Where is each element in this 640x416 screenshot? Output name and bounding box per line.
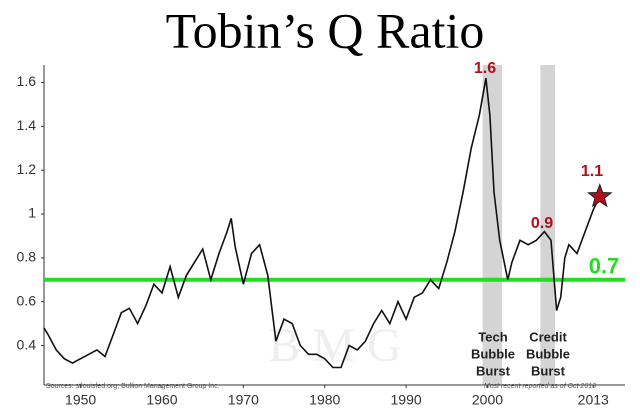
annotation: Bubble — [526, 346, 570, 361]
reference-label: 0.7 — [589, 254, 620, 279]
y-tick-label: 1.2 — [17, 161, 37, 177]
annotation: Tech — [478, 329, 507, 344]
y-tick-label: 0.4 — [17, 336, 37, 352]
annotation: Burst — [531, 363, 566, 378]
chart-title: Tobin’s Q Ratio — [166, 2, 485, 58]
x-tick-label: 1970 — [228, 392, 259, 408]
star-marker — [587, 183, 613, 208]
shaded-period — [540, 65, 556, 385]
x-tick-label: 1980 — [309, 392, 340, 408]
series-line — [43, 78, 601, 369]
x-tick-label: 1990 — [391, 392, 422, 408]
x-tick-label: 1960 — [146, 392, 177, 408]
annotation: 1.1 — [581, 163, 603, 180]
annotation: Burst — [476, 363, 511, 378]
y-tick-label: 0.6 — [17, 292, 37, 308]
x-tick-label: 1950 — [65, 392, 96, 408]
source: Sources: stlouisfed.org; Bullion Managem… — [46, 383, 220, 390]
note: Most recent reported as of Oct 2013 — [484, 383, 596, 390]
y-tick-label: 0.8 — [17, 249, 37, 265]
y-tick-label: 1.6 — [17, 73, 37, 89]
annotation: Credit — [529, 329, 567, 344]
annotation: Bubble — [471, 346, 515, 361]
annotation: 0.9 — [531, 215, 553, 232]
y-tick-label: 1.4 — [17, 117, 37, 133]
x-tick-label: 2000 — [472, 392, 503, 408]
x-tick-label: 2013 — [578, 392, 609, 408]
watermark: B M G — [268, 319, 401, 372]
annotation: 1.6 — [474, 60, 496, 77]
shaded-period — [482, 65, 503, 385]
y-tick-label: 1 — [28, 205, 36, 221]
